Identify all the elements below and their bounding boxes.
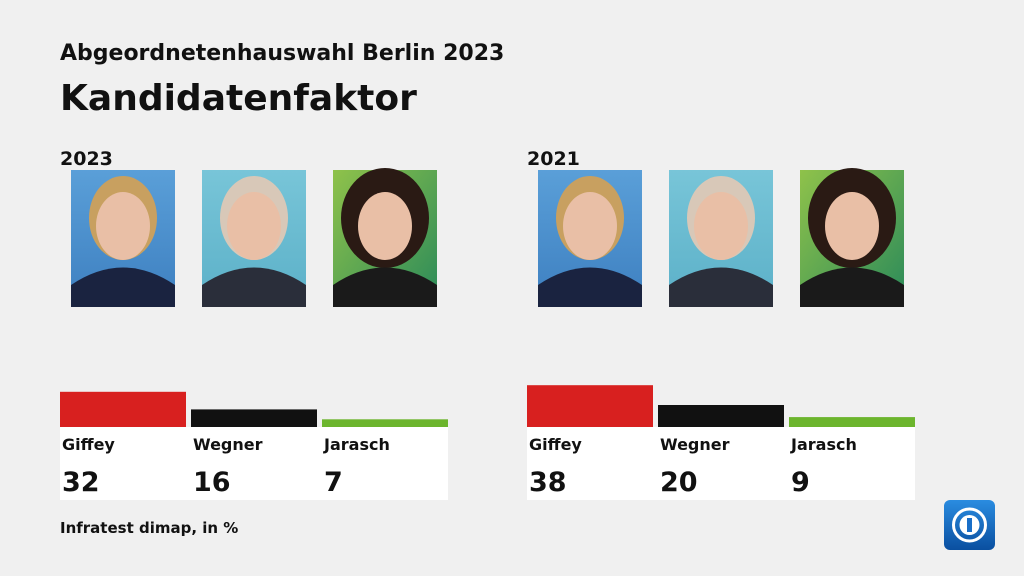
source: Infratest dimap, in % — [60, 519, 238, 537]
supertitle: Abgeordnetenhauswahl Berlin 2023 — [60, 41, 504, 66]
title: Kandidatenfaktor — [60, 78, 417, 119]
photo-face — [96, 192, 150, 260]
group-title: 2021 — [527, 148, 580, 170]
label-panel — [527, 427, 915, 500]
category-label: Jarasch — [323, 435, 390, 454]
photo-body — [333, 267, 437, 307]
bar — [527, 385, 653, 427]
photo-face — [563, 192, 617, 260]
category-label: Giffey — [529, 435, 582, 454]
candidate-photo — [71, 170, 175, 307]
value-label: 16 — [193, 467, 231, 498]
photo-face — [694, 192, 748, 260]
photo-body — [669, 267, 773, 307]
category-label: Wegner — [193, 435, 263, 454]
photo-body — [71, 267, 175, 307]
group-title: 2023 — [60, 148, 113, 170]
candidate-photo — [333, 168, 437, 307]
photo-body — [202, 267, 306, 307]
photo-face — [227, 192, 281, 260]
category-label: Jarasch — [790, 435, 857, 454]
bar — [60, 391, 186, 427]
candidate-photo — [202, 170, 306, 307]
value-label: 38 — [529, 467, 567, 498]
category-label: Wegner — [660, 435, 730, 454]
label-panel — [60, 427, 448, 500]
photo-face — [825, 192, 879, 260]
bar — [789, 417, 915, 427]
value-label: 7 — [324, 467, 343, 498]
bar — [658, 405, 784, 427]
candidate-photo — [669, 170, 773, 307]
bar — [191, 409, 317, 427]
value-label: 32 — [62, 467, 100, 498]
value-label: 20 — [660, 467, 698, 498]
value-label: 9 — [791, 467, 810, 498]
candidate-photo — [538, 170, 642, 307]
photo-body — [800, 267, 904, 307]
candidate-photo — [800, 168, 904, 307]
photo-face — [358, 192, 412, 260]
category-label: Giffey — [62, 435, 115, 454]
bar — [322, 419, 448, 427]
logo — [944, 500, 995, 550]
photo-body — [538, 267, 642, 307]
